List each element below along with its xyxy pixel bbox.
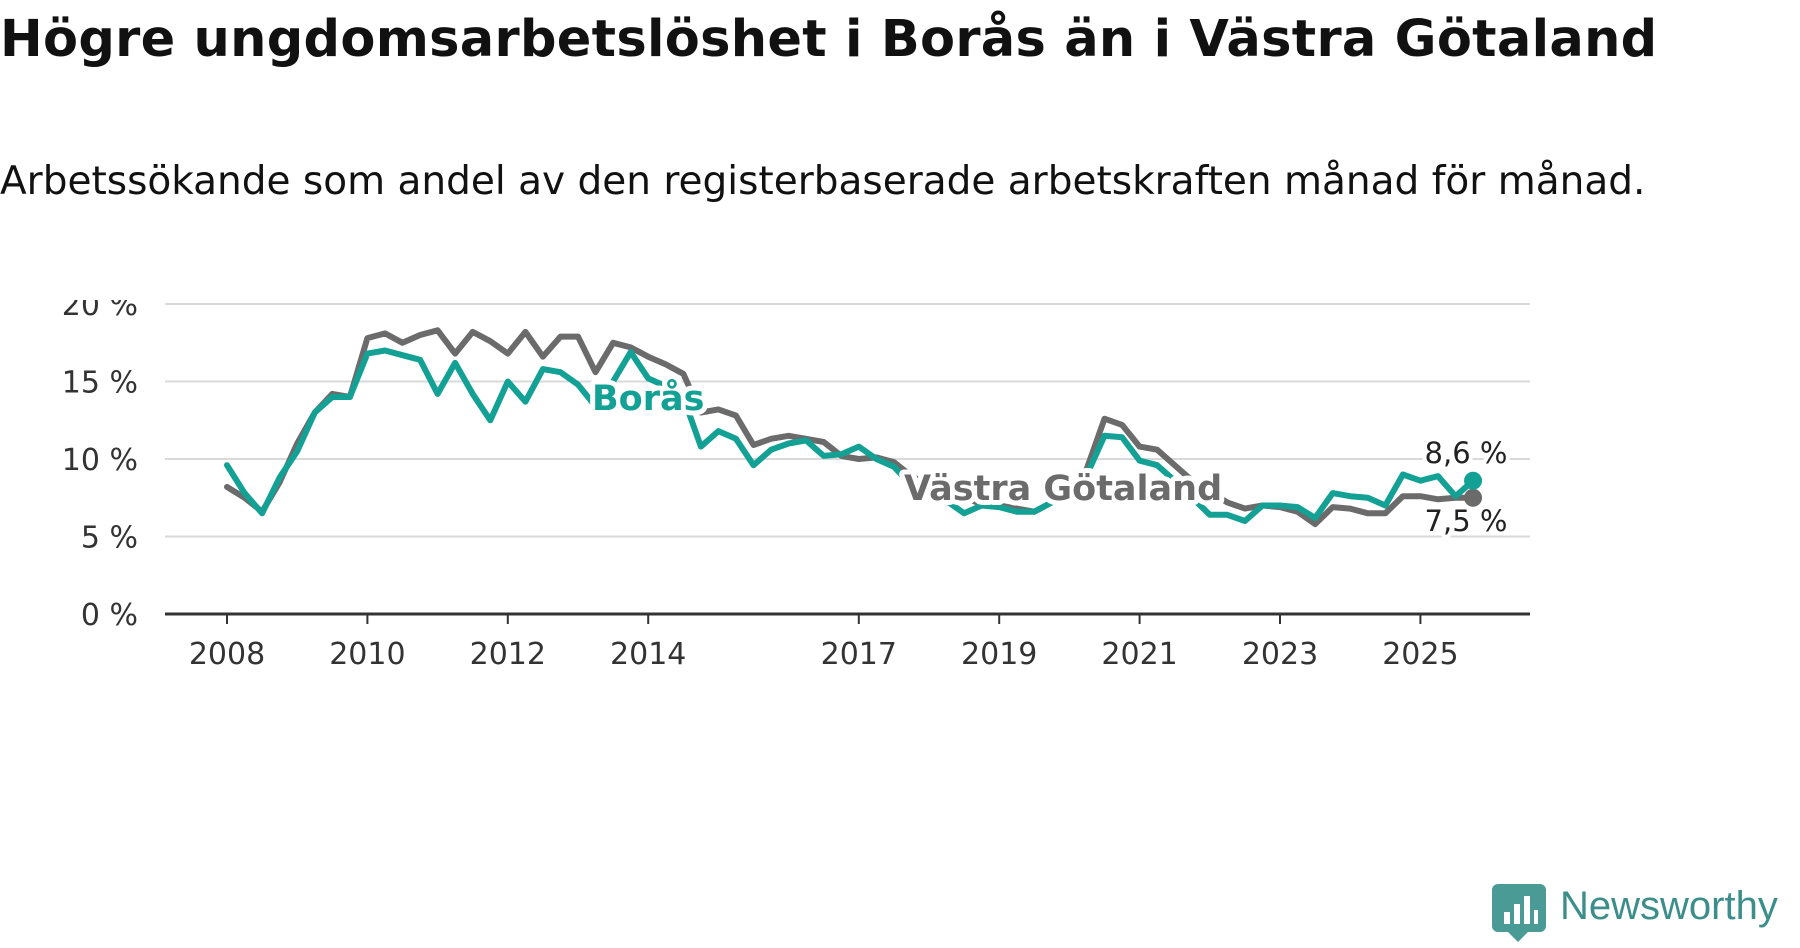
x-tick-label: 2019 bbox=[961, 637, 1037, 672]
x-tick-label: 2014 bbox=[610, 637, 686, 672]
x-tick-label: 2023 bbox=[1242, 637, 1318, 672]
newsworthy-logo-icon bbox=[1492, 884, 1546, 942]
x-tick-label: 2010 bbox=[329, 637, 405, 672]
newsworthy-brand-name: Newsworthy bbox=[1560, 884, 1778, 928]
y-tick-label: 10 % bbox=[62, 443, 138, 478]
y-tick-label: 20 % bbox=[62, 300, 138, 323]
series-label-boras: Borås bbox=[592, 378, 704, 419]
chart-title: Högre ungdomsarbetslöshet i Borås än i V… bbox=[0, 10, 1658, 69]
series-line-boras bbox=[224, 347, 1476, 524]
y-axis-ticks: 0 % 5 % 10 % 15 % 20 % bbox=[62, 300, 138, 633]
x-tick-label: 2017 bbox=[821, 637, 897, 672]
line-chart: 0 %5 %10 %15 %20 % 2008 2010 2012 2014 2017 2… bbox=[62, 300, 1530, 672]
end-label-boras: 8,6 % bbox=[1425, 436, 1508, 470]
y-tick-label: 0 % bbox=[81, 598, 138, 633]
x-axis-ticks: 2008 2010 2012 2014 2017 2019 2021 2023 2025 bbox=[189, 614, 1459, 672]
series-label-vastra-gotaland: Västra Götaland bbox=[904, 469, 1222, 509]
end-point-boras bbox=[1464, 471, 1483, 490]
x-tick-label: 2025 bbox=[1382, 637, 1458, 672]
y-tick-label: 5 % bbox=[81, 521, 138, 556]
series-lines bbox=[224, 327, 1483, 528]
x-tick-label: 2021 bbox=[1101, 637, 1177, 672]
chart-subtitle: Arbetssökande som andel av den registerb… bbox=[0, 159, 1646, 204]
x-tick-label: 2008 bbox=[189, 637, 265, 672]
x-tick-label: 2012 bbox=[470, 637, 546, 672]
series-labels: Borås Västra Götaland 8,6 % 7,5 % bbox=[587, 373, 1511, 542]
end-label-vastra-gotaland: 7,5 % bbox=[1425, 504, 1508, 538]
y-tick-label: 15 % bbox=[62, 366, 138, 401]
end-point-vastra-gotaland bbox=[1464, 488, 1483, 507]
